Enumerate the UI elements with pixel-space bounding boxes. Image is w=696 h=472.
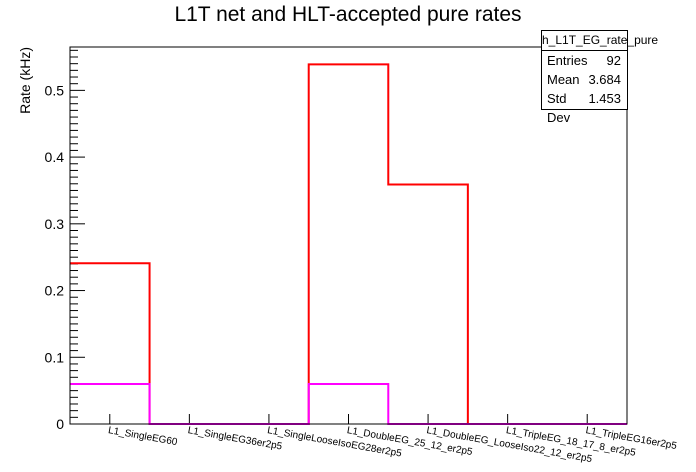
stats-value: 92 — [606, 53, 621, 68]
y-tick-label: 0.2 — [45, 283, 65, 299]
stats-value: 1.453 — [588, 91, 621, 106]
plot-frame — [69, 46, 628, 425]
stats-label: Std Dev — [547, 91, 571, 125]
stats-row-mean: Mean 3.684 — [542, 70, 627, 89]
y-tick-label: 0.3 — [45, 216, 65, 232]
stats-box: h_L1T_EG_rate_pure Entries 92 Mean 3.684… — [541, 30, 658, 125]
series-lines — [70, 63, 627, 425]
stats-row-entries: Entries 92 — [542, 51, 627, 70]
y-axis-label: Rate (kHz) — [17, 47, 33, 114]
y-tick-label: 0.1 — [45, 349, 65, 365]
x-axis — [109, 414, 588, 424]
stats-histogram-name: h_L1T_EG_rate_pure — [542, 31, 658, 51]
y-tick-label: 0.5 — [45, 82, 65, 98]
stats-label: Entries — [547, 53, 588, 68]
y-axis: 0 0.1 0.2 0.3 0.4 0.5 — [45, 49, 85, 432]
stats-value: 3.684 — [588, 72, 621, 87]
stats-row-stddev: Std Dev 1.453 — [542, 89, 627, 125]
chart-title: L1T net and HLT-accepted pure rates — [174, 3, 522, 26]
category-label: L1_SingleEG60 — [107, 425, 178, 448]
series-line-1 — [70, 63, 627, 425]
y-tick-label: 0.4 — [45, 149, 65, 165]
y-tick-label: 0 — [56, 416, 64, 432]
stats-label: Mean — [547, 72, 580, 87]
category-labels: L1_SingleEG60 L1_SingleEG36er2p5L1_Single… — [107, 425, 678, 465]
